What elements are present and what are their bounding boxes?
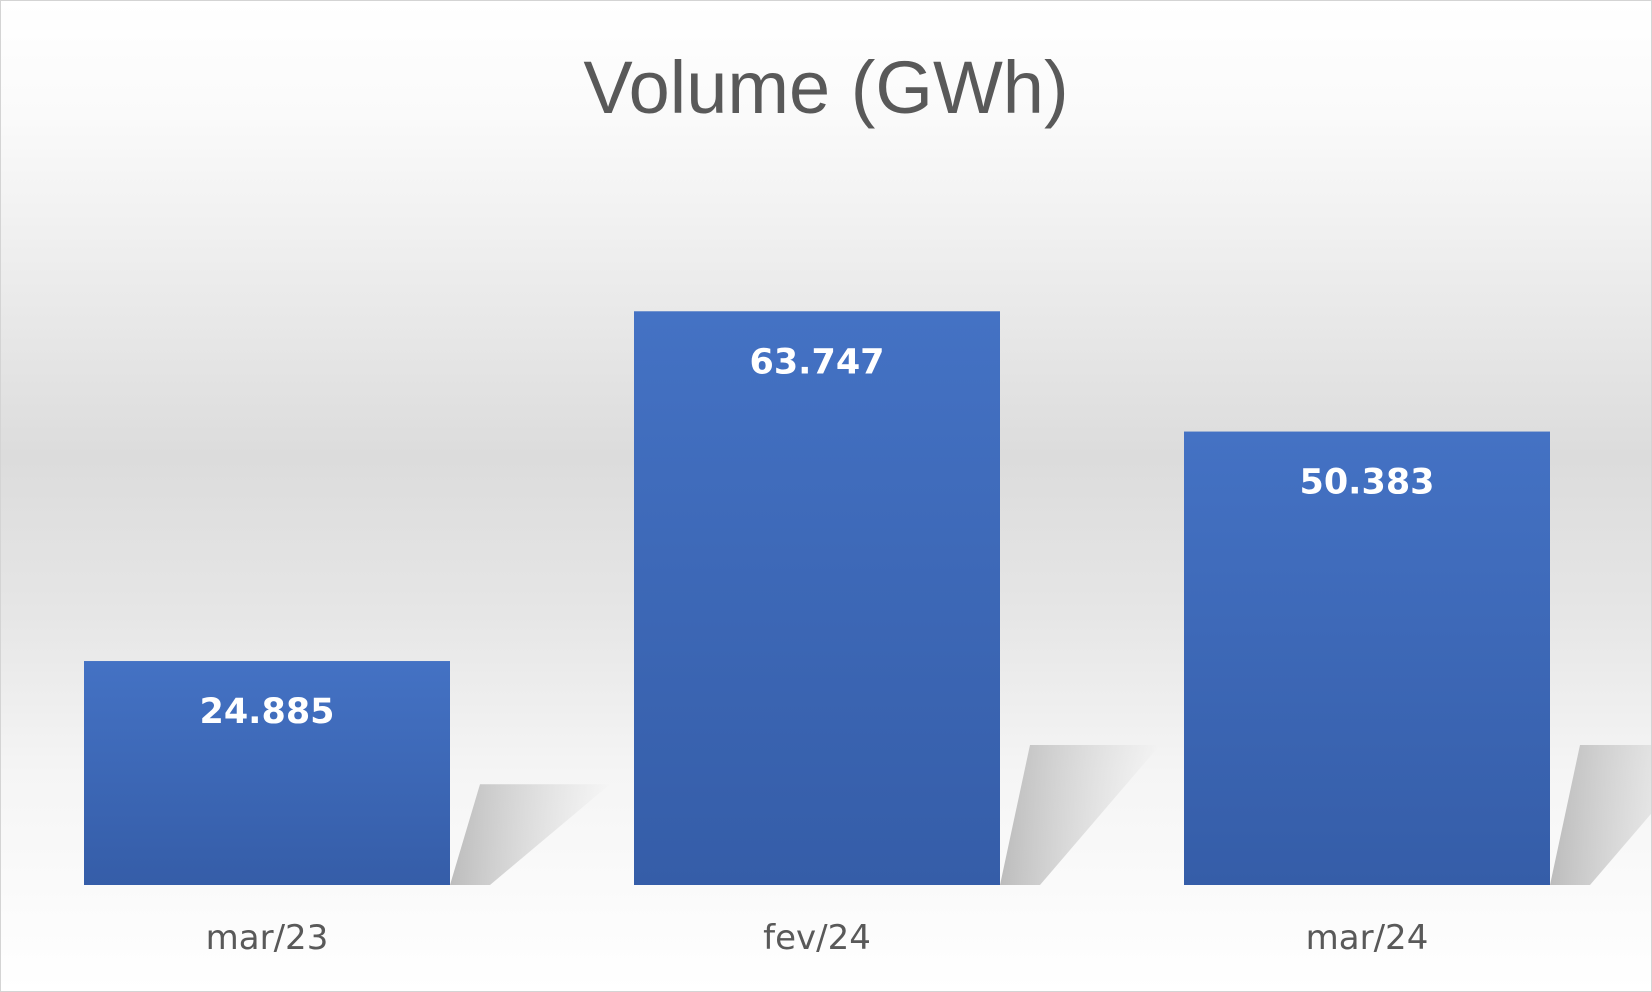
x-axis-ticks: mar/23 fev/24 mar/24 — [206, 918, 1429, 958]
x-tick-label: mar/24 — [1306, 918, 1429, 958]
bar-shadow — [1000, 745, 1160, 885]
x-tick-label: fev/24 — [763, 918, 871, 958]
bars — [84, 311, 1550, 886]
chart-title: Volume (GWh) — [583, 46, 1068, 129]
bar-shadow — [450, 784, 610, 885]
data-label: 24.885 — [199, 692, 334, 732]
x-tick-label: mar/23 — [206, 918, 329, 958]
bar-mar-24 — [1184, 431, 1550, 885]
bar-shadows — [450, 745, 1651, 885]
bar-fev-24 — [634, 311, 1000, 886]
data-label: 50.383 — [1299, 463, 1434, 503]
data-labels: 24.885 63.747 50.383 — [199, 342, 1434, 732]
bar-mar-23 — [84, 661, 450, 885]
bar-shadow — [1550, 745, 1651, 885]
data-label: 63.747 — [749, 342, 884, 382]
